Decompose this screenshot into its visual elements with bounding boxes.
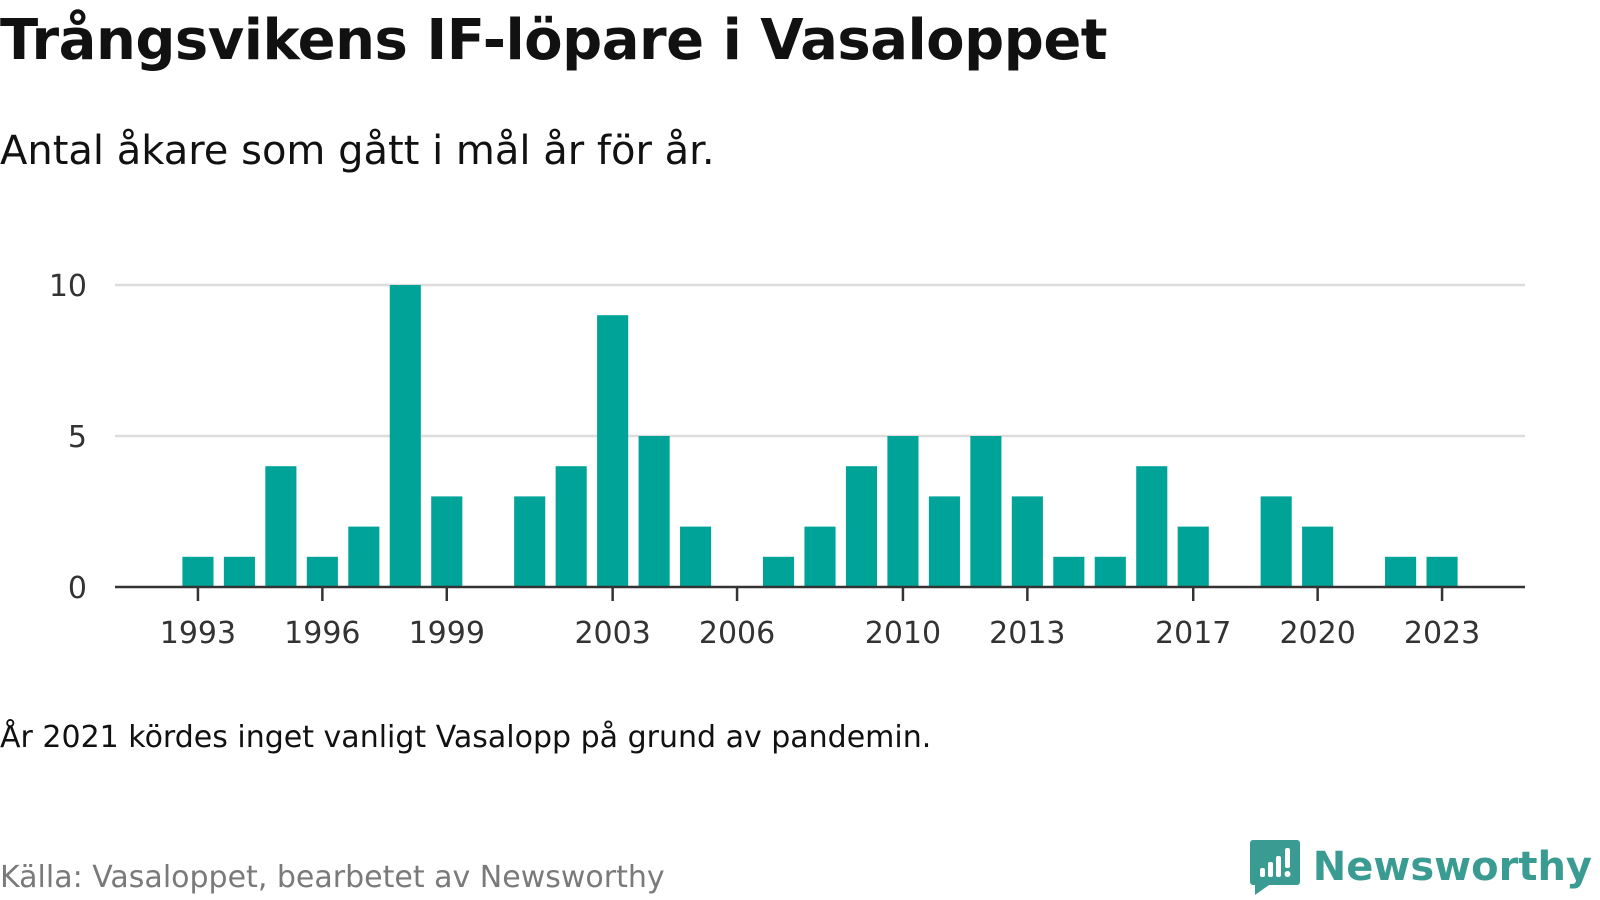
- bar-1997: [348, 526, 380, 587]
- x-tick-label-2017: 2017: [1155, 616, 1231, 651]
- bar-2023: [1426, 556, 1458, 587]
- footnote: År 2021 kördes inget vanligt Vasalopp på…: [0, 720, 932, 755]
- source-credit: Källa: Vasaloppet, bearbetet av Newswort…: [0, 860, 665, 895]
- bar-2014: [1053, 556, 1085, 587]
- y-tick-label-0: 0: [68, 571, 87, 606]
- bar-2005: [680, 526, 712, 587]
- bar-2012: [970, 436, 1002, 587]
- bar-2004: [638, 436, 670, 587]
- bar-2013: [1011, 496, 1043, 587]
- bar-2016: [1136, 466, 1168, 587]
- chart-subtitle: Antal åkare som gått i mål år för år.: [0, 128, 715, 174]
- bar-2022: [1385, 556, 1417, 587]
- bar-2001: [514, 496, 546, 587]
- bars: [182, 285, 1458, 587]
- bar-1996: [306, 556, 338, 587]
- bar-2003: [597, 315, 629, 587]
- y-axis-labels: 0 5 10: [49, 269, 87, 606]
- bar-2002: [555, 466, 587, 587]
- bar-2010: [887, 436, 919, 587]
- x-tick-label-2020: 2020: [1279, 616, 1355, 651]
- x-tick-label-1993: 1993: [160, 616, 236, 651]
- x-tick-label-2013: 2013: [989, 616, 1065, 651]
- newsworthy-logo-icon: [1249, 840, 1300, 895]
- x-tick-label-1999: 1999: [409, 616, 485, 651]
- x-tick-label-2010: 2010: [865, 616, 941, 651]
- bar-2015: [1094, 556, 1126, 587]
- brand-logo: Newsworthy: [1249, 838, 1592, 896]
- grid-lines: [115, 283, 1525, 438]
- x-tick-label-2003: 2003: [574, 616, 650, 651]
- x-tick-label-2023: 2023: [1404, 616, 1480, 651]
- brand-name: Newsworthy: [1312, 844, 1592, 890]
- bar-1995: [265, 466, 297, 587]
- x-tick-label-2006: 2006: [699, 616, 775, 651]
- bar-1994: [223, 556, 255, 587]
- bar-1998: [389, 285, 421, 587]
- bar-1999: [431, 496, 463, 587]
- bar-2011: [928, 496, 960, 587]
- bar-2020: [1302, 526, 1334, 587]
- x-tick-label-1996: 1996: [284, 616, 360, 651]
- bar-2007: [762, 556, 795, 587]
- chart-title: Trångsvikens IF-löpare i Vasaloppet: [0, 8, 1108, 73]
- bar-2017: [1177, 526, 1209, 587]
- y-tick-label-10: 10: [49, 269, 87, 304]
- x-axis: 1993 1996 1999 2003 2006 2010 2013 2017 2020 2023: [115, 585, 1525, 651]
- bar-2008: [804, 526, 836, 587]
- bar-2019: [1260, 496, 1292, 587]
- bar-1993: [182, 556, 214, 587]
- bar-2009: [845, 466, 878, 587]
- bar-chart: 1993 1996 1999 2003 2006 2010 2013 2017 2020 2023…: [49, 269, 1525, 651]
- y-tick-label-5: 5: [68, 420, 87, 455]
